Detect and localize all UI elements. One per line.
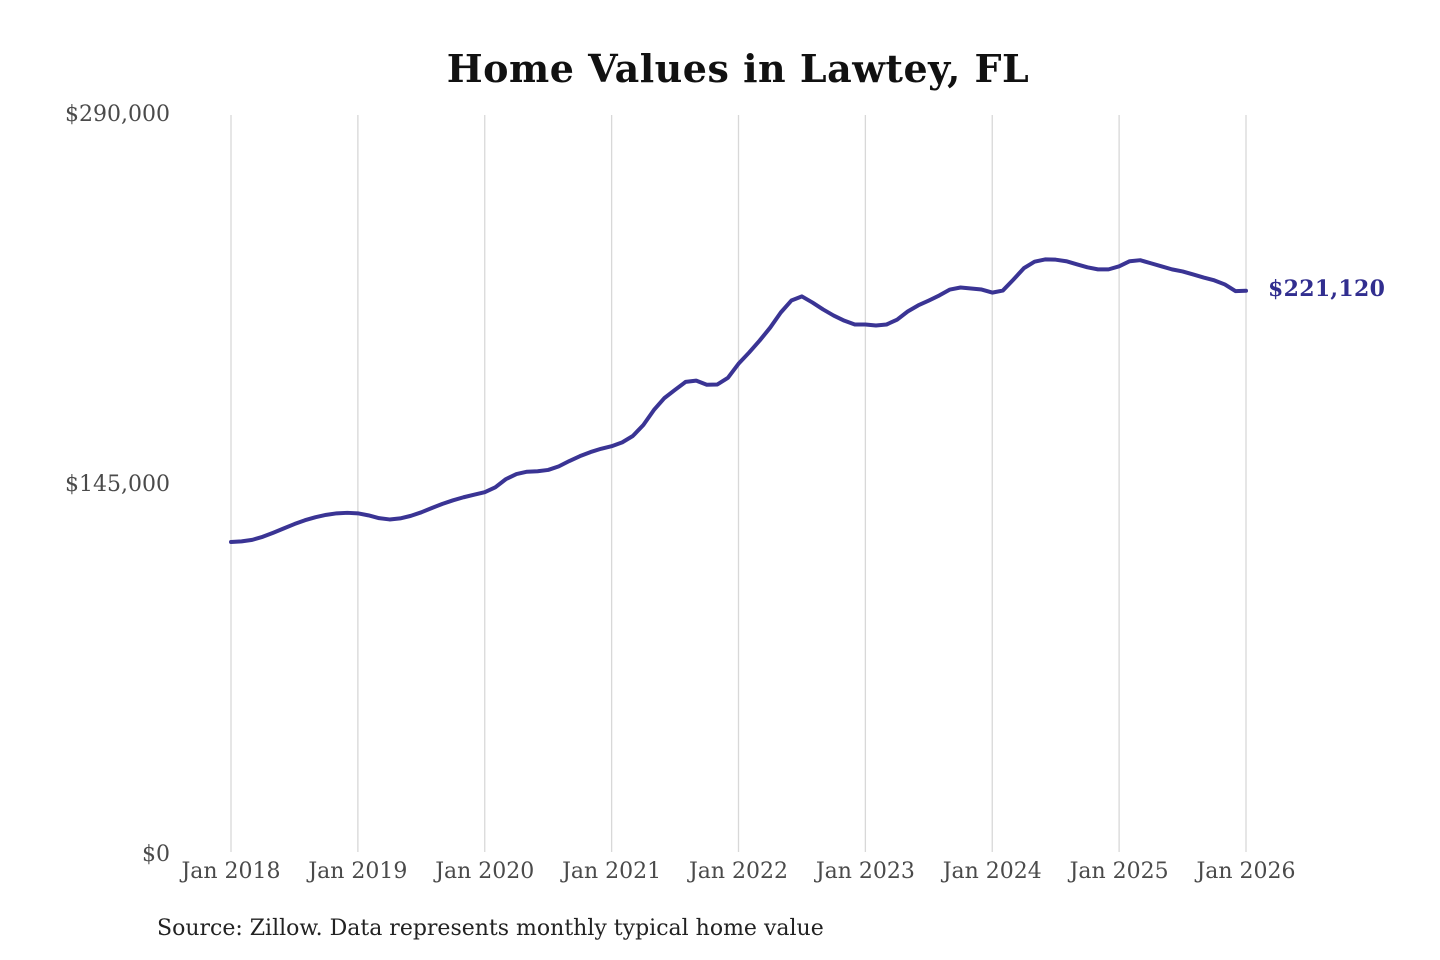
y-axis-tick-label: $290,000 xyxy=(65,102,170,127)
x-axis-tick-label: Jan 2022 xyxy=(688,859,789,884)
x-axis-tick-label: Jan 2019 xyxy=(308,859,408,884)
chart-title: Home Values in Lawtey, FL xyxy=(446,46,1030,91)
x-axis-tick-label: Jan 2021 xyxy=(562,859,662,884)
x-axis: Jan 2018 Jan 2019 Jan 2020 Jan 2021 Jan 2022… xyxy=(0,858,1440,890)
home-value-line xyxy=(229,257,1248,545)
source-note: Source: Zillow. Data represents monthly … xyxy=(157,916,824,941)
y-axis-tick-label: $145,000 xyxy=(65,472,170,497)
y-axis-tick-label: $0 xyxy=(142,842,170,867)
x-axis-tick-label: Jan 2026 xyxy=(1196,859,1296,884)
x-axis-tick-label: Jan 2025 xyxy=(1069,859,1169,884)
latest-value-label: $221,120 xyxy=(1268,275,1386,302)
x-axis-tick-label: Jan 2018 xyxy=(181,859,281,884)
x-axis-tick-label: Jan 2020 xyxy=(435,859,535,884)
y-axis: $290,000 $145,000 $0 xyxy=(0,0,200,960)
x-axis-tick-label: Jan 2024 xyxy=(942,859,1042,884)
x-axis-tick-label: Jan 2023 xyxy=(815,859,915,884)
